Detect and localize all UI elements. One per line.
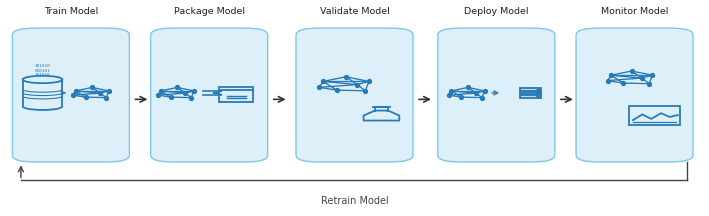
Bar (520, 95, 541, 97)
Bar (629, 106, 680, 125)
Point (352, 83, 363, 86)
Point (152, 93, 164, 97)
Point (532, 91, 544, 95)
Point (532, 94, 544, 98)
Text: 101010
010101
101010: 101010 010101 101010 (35, 64, 50, 78)
Text: Retrain Model: Retrain Model (320, 196, 389, 206)
Point (101, 96, 112, 99)
Point (456, 95, 467, 99)
Text: Train Model: Train Model (44, 7, 98, 16)
FancyBboxPatch shape (437, 28, 554, 162)
Point (618, 81, 629, 85)
Point (602, 79, 613, 82)
Point (443, 93, 454, 97)
Point (446, 89, 457, 93)
Point (67, 93, 79, 97)
Point (94, 91, 106, 95)
Point (647, 73, 658, 77)
Point (462, 86, 474, 89)
Text: Validate Model: Validate Model (320, 7, 389, 16)
Point (605, 73, 617, 77)
Point (644, 82, 655, 85)
Point (470, 91, 481, 95)
Point (359, 89, 371, 92)
Point (165, 95, 177, 99)
Point (103, 89, 114, 93)
Point (86, 86, 98, 89)
Point (626, 69, 637, 73)
Point (186, 96, 197, 99)
Bar (219, 87, 253, 102)
Point (80, 95, 91, 99)
FancyBboxPatch shape (150, 28, 267, 162)
Point (476, 96, 488, 99)
Point (188, 89, 199, 93)
Bar (520, 88, 541, 91)
Point (172, 86, 183, 89)
Point (532, 88, 544, 91)
Point (479, 89, 490, 93)
Point (636, 76, 647, 80)
Point (155, 89, 167, 93)
FancyBboxPatch shape (13, 28, 129, 162)
Point (70, 89, 82, 93)
Point (314, 86, 325, 89)
Text: Deploy Model: Deploy Model (464, 7, 528, 16)
Bar (520, 92, 541, 94)
Point (318, 80, 329, 83)
Point (179, 91, 191, 95)
FancyBboxPatch shape (576, 28, 693, 162)
Text: Monitor Model: Monitor Model (601, 7, 669, 16)
Point (340, 75, 352, 78)
Text: Package Model: Package Model (174, 7, 245, 16)
FancyBboxPatch shape (296, 28, 413, 162)
Point (363, 80, 374, 83)
Point (331, 88, 342, 92)
